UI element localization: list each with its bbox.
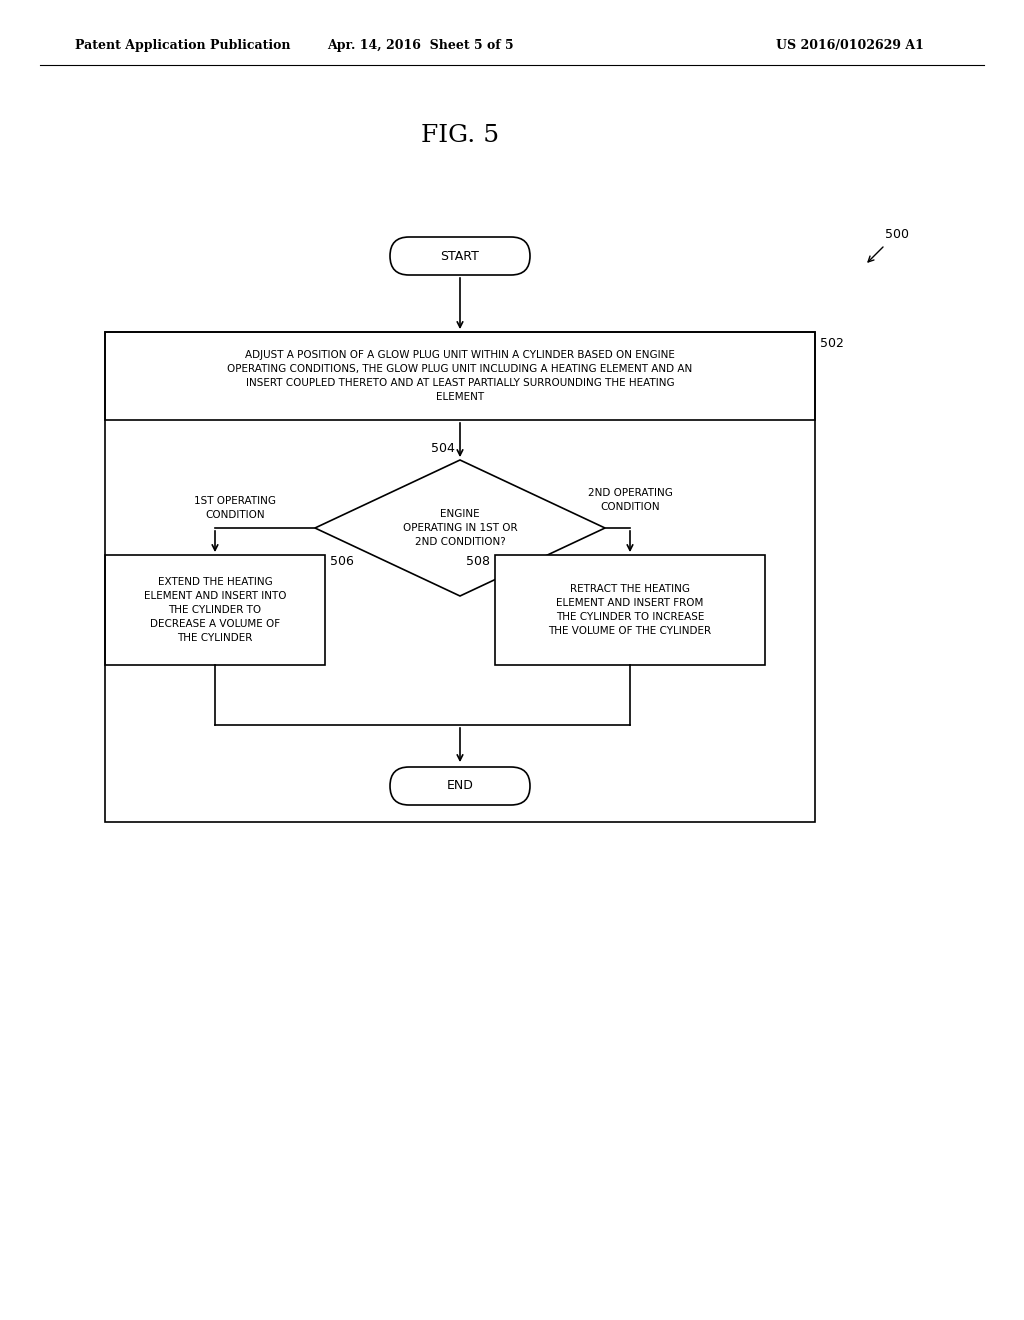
FancyBboxPatch shape xyxy=(390,238,530,275)
Text: END: END xyxy=(446,780,473,792)
Text: 500: 500 xyxy=(885,228,909,242)
Text: ADJUST A POSITION OF A GLOW PLUG UNIT WITHIN A CYLINDER BASED ON ENGINE
OPERATIN: ADJUST A POSITION OF A GLOW PLUG UNIT WI… xyxy=(227,350,692,403)
Bar xyxy=(105,333,815,822)
Text: US 2016/0102629 A1: US 2016/0102629 A1 xyxy=(776,38,924,51)
Text: START: START xyxy=(440,249,479,263)
Text: FIG. 5: FIG. 5 xyxy=(421,124,499,147)
Text: 506: 506 xyxy=(330,554,354,568)
Text: ENGINE
OPERATING IN 1ST OR
2ND CONDITION?: ENGINE OPERATING IN 1ST OR 2ND CONDITION… xyxy=(402,510,517,546)
Text: Patent Application Publication: Patent Application Publication xyxy=(75,38,291,51)
Text: RETRACT THE HEATING
ELEMENT AND INSERT FROM
THE CYLINDER TO INCREASE
THE VOLUME : RETRACT THE HEATING ELEMENT AND INSERT F… xyxy=(549,583,712,636)
Text: 504: 504 xyxy=(431,442,455,455)
Text: 508: 508 xyxy=(466,554,490,568)
Text: 2ND OPERATING
CONDITION: 2ND OPERATING CONDITION xyxy=(588,488,673,512)
Bar xyxy=(105,333,815,420)
Text: 502: 502 xyxy=(820,337,844,350)
Bar xyxy=(495,554,765,665)
Text: 1ST OPERATING
CONDITION: 1ST OPERATING CONDITION xyxy=(194,496,276,520)
Bar xyxy=(105,554,325,665)
Text: Apr. 14, 2016  Sheet 5 of 5: Apr. 14, 2016 Sheet 5 of 5 xyxy=(327,38,513,51)
Text: EXTEND THE HEATING
ELEMENT AND INSERT INTO
THE CYLINDER TO
DECREASE A VOLUME OF
: EXTEND THE HEATING ELEMENT AND INSERT IN… xyxy=(143,577,287,643)
Polygon shape xyxy=(315,459,605,597)
FancyBboxPatch shape xyxy=(390,767,530,805)
